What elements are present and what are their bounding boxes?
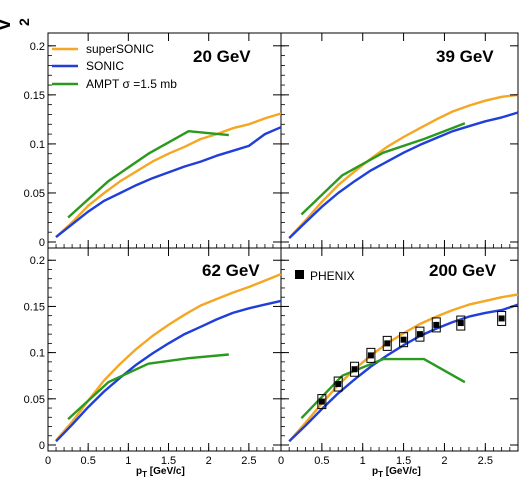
y-tick-label-62gev-1: 0.05 <box>24 394 45 406</box>
x-tick-label-200gev-2: 1 <box>360 455 366 467</box>
phenix-point <box>400 336 407 343</box>
series-20gev-ampt <box>67 130 229 219</box>
y-axis-label: v <box>0 19 15 30</box>
y-tick-label-62gev-3: 0.15 <box>24 301 45 313</box>
model-curves <box>55 93 519 443</box>
panel-frames <box>47 32 519 452</box>
series-20gev-supersonic <box>55 112 282 238</box>
phenix-legend-label: PHENIX <box>310 269 355 283</box>
x-tick-label-62gev-4: 2 <box>206 455 212 467</box>
phenix-syst-box <box>456 315 466 331</box>
phenix-point <box>318 398 325 405</box>
x-tick-label-62gev-3: 1.5 <box>161 455 176 467</box>
phenix-syst-box <box>382 335 392 351</box>
legend-label-ampt: AMPT σ =1.5 mb <box>86 77 177 91</box>
y-tick-label-62gev-2: 0.1 <box>30 348 45 360</box>
x-tick-label-200gev-4: 2 <box>441 455 447 467</box>
phenix-point <box>384 340 391 347</box>
x-axis-label-unit: [GeV/c] <box>147 466 185 477</box>
phenix-syst-box <box>497 310 507 326</box>
panel-label-62gev: 62 GeV <box>202 261 260 280</box>
svg-text:pT [GeV/c]: pT [GeV/c] <box>136 466 185 479</box>
phenix-syst-box <box>431 317 441 333</box>
phenix-syst-box <box>399 332 409 348</box>
phenix-syst-box <box>366 347 376 363</box>
legend: superSONIC SONIC AMPT σ =1.5 mb <box>52 42 177 91</box>
y-tick-label-62gev-0: 0 <box>39 440 45 452</box>
x-tick-label-200gev-5: 2.5 <box>478 455 493 467</box>
x-axis-label-sub-2: T <box>378 470 383 479</box>
phenix-point <box>457 320 464 327</box>
phenix-legend: PHENIX <box>295 269 355 283</box>
phenix-point <box>335 381 342 388</box>
series-62gev-ampt <box>67 353 229 420</box>
x-axis-label-unit-2: [GeV/c] <box>383 466 421 477</box>
x-tick-label-200gev-0: 0 <box>278 455 284 467</box>
x-tick-label-62gev-5: 2.5 <box>241 455 256 467</box>
svg-text:pT [GeV/c]: pT [GeV/c] <box>372 466 421 479</box>
y-tick-label-20gev-3: 0.15 <box>24 90 45 102</box>
series-62gev-sonic <box>55 299 282 443</box>
series-62gev-supersonic <box>55 272 282 442</box>
x-axis-label-p-2: p <box>372 466 378 477</box>
x-axis-label-sub: T <box>142 470 147 479</box>
y-tick-label-20gev-0: 0 <box>39 237 45 249</box>
series-20gev-sonic <box>55 126 282 239</box>
y-tick-label-20gev-4: 0.2 <box>30 41 45 53</box>
series-200gev-supersonic <box>288 293 519 443</box>
x-tick-label-62gev-1: 0.5 <box>81 455 96 467</box>
series-200gev-ampt <box>300 357 466 420</box>
phenix-legend-marker <box>295 270 304 279</box>
panel-label-20gev: 20 GeV <box>193 47 251 66</box>
phenix-syst-box <box>350 361 360 377</box>
y-tick-label-20gev-2: 0.1 <box>30 139 45 151</box>
y-tick-label-62gev-4: 0.2 <box>30 255 45 267</box>
phenix-point <box>416 331 423 338</box>
y-axis-label-sub: 2 <box>16 18 32 26</box>
phenix-point <box>433 321 440 328</box>
x-axis-label-left: pT [GeV/c] <box>136 466 185 479</box>
series-39gev-ampt <box>300 122 466 216</box>
x-tick-label-62gev-0: 0 <box>45 455 51 467</box>
legend-label-supersonic: superSONIC <box>86 42 154 56</box>
phenix-syst-box <box>317 394 327 410</box>
x-axis-label-right: pT [GeV/c] <box>372 466 421 479</box>
x-tick-label-200gev-1: 0.5 <box>314 455 329 467</box>
x-tick-label-200gev-3: 1.5 <box>396 455 411 467</box>
panel-label-39gev: 39 GeV <box>436 47 494 66</box>
phenix-point <box>498 315 505 322</box>
phenix-points <box>317 310 507 410</box>
legend-label-sonic: SONIC <box>86 59 124 73</box>
axis-ticks: 0 0.05 0.1 0.15 0.2 0 0.05 0.1 0.15 0.2 0 0.5 1 1.5 2 2… <box>24 33 518 467</box>
phenix-point <box>367 352 374 359</box>
series-39gev-supersonic <box>288 93 519 239</box>
series-39gev-sonic <box>288 111 519 239</box>
x-tick-label-62gev-2: 1 <box>125 455 131 467</box>
x-axis-label-p: p <box>136 466 142 477</box>
panel-label-200gev: 200 GeV <box>429 261 497 280</box>
phenix-syst-box <box>333 376 343 392</box>
phenix-point <box>351 366 358 373</box>
panel-frame-200gev <box>280 247 519 452</box>
y-tick-label-20gev-1: 0.05 <box>24 188 45 200</box>
series-200gev-sonic <box>288 303 519 443</box>
phenix-syst-box <box>415 326 425 342</box>
